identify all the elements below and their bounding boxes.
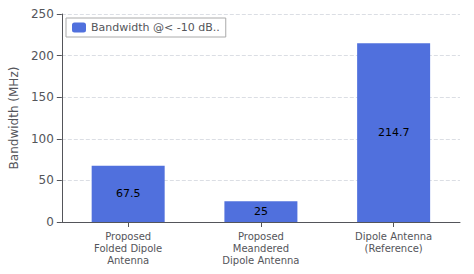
svg-text:Bandwidth @< -10 dB..: Bandwidth @< -10 dB..: [91, 21, 220, 34]
svg-text:150: 150: [31, 90, 54, 104]
svg-text:0: 0: [46, 215, 54, 229]
svg-text:Meandered: Meandered: [233, 243, 289, 254]
svg-text:Dipole Antenna: Dipole Antenna: [222, 255, 299, 266]
svg-text:Bandwidth (MHz): Bandwidth (MHz): [7, 67, 21, 170]
svg-text:Folded Dipole: Folded Dipole: [94, 243, 162, 254]
svg-text:100: 100: [31, 132, 54, 146]
svg-text:Proposed: Proposed: [105, 231, 151, 242]
svg-text:214.7: 214.7: [378, 126, 410, 139]
svg-text:Dipole Antenna: Dipole Antenna: [355, 231, 432, 242]
svg-text:Proposed: Proposed: [238, 231, 284, 242]
svg-text:(Reference): (Reference): [365, 243, 423, 254]
svg-text:Antenna: Antenna: [107, 255, 149, 266]
svg-text:250: 250: [31, 7, 54, 21]
svg-text:50: 50: [39, 173, 54, 187]
svg-text:200: 200: [31, 49, 54, 63]
svg-text:67.5: 67.5: [116, 187, 141, 200]
svg-text:25: 25: [254, 205, 268, 218]
